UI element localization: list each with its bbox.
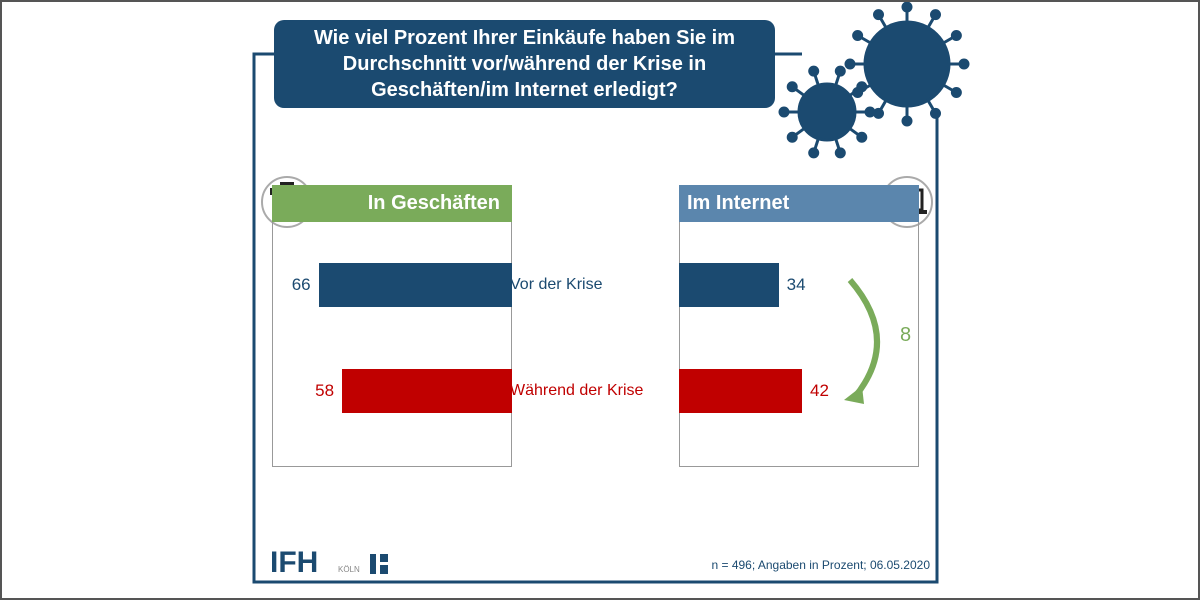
value-label: 66 (291, 275, 311, 294)
virus-icons (778, 2, 970, 159)
panel-box (272, 222, 512, 467)
arrow-head (844, 386, 864, 404)
value-label: 58 (315, 381, 335, 400)
logo: IFH (270, 546, 319, 579)
logo-city: KÖLN (338, 565, 360, 574)
footnote: n = 496; Angaben in Prozent; 06.05.2020 (711, 558, 930, 572)
panel-header: Im Internet (679, 185, 919, 222)
bar (342, 369, 512, 413)
category-label: Vor der Krise (510, 276, 603, 293)
value-label: 34 (786, 275, 806, 294)
panel-box (679, 222, 919, 467)
bar (318, 263, 512, 307)
chart-title: Wie viel Prozent Ihrer Einkäufe haben Si… (274, 20, 775, 108)
frame (252, 52, 939, 584)
change-label: 8 (900, 324, 912, 346)
category-label: Während der Krise (510, 382, 644, 399)
change-arrow (847, 278, 880, 400)
bar (679, 263, 779, 307)
value-label: 42 (810, 381, 829, 400)
logo-mark (370, 554, 388, 574)
bar (679, 369, 803, 413)
panel-header: In Geschäften (272, 185, 512, 222)
